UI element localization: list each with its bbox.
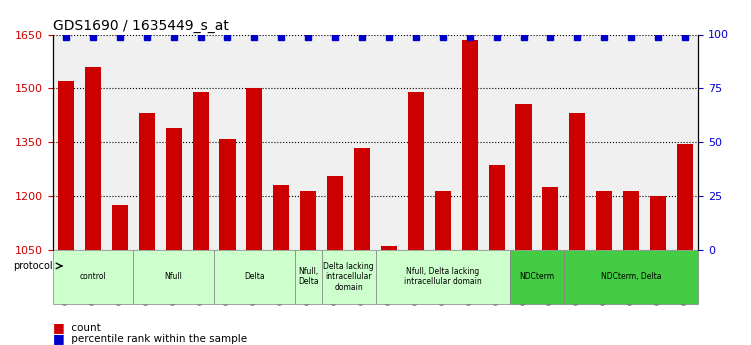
Text: protocol: protocol [13, 261, 53, 271]
FancyBboxPatch shape [295, 250, 321, 304]
Text: count: count [68, 323, 101, 333]
Bar [58, 81, 74, 250]
Bar [462, 40, 478, 250]
Bar [381, 246, 397, 250]
FancyBboxPatch shape [134, 250, 214, 304]
Bar [139, 114, 155, 250]
FancyBboxPatch shape [214, 250, 295, 304]
Bar [515, 105, 532, 250]
Text: GDS1690 / 1635449_s_at: GDS1690 / 1635449_s_at [53, 19, 228, 33]
Bar [354, 148, 370, 250]
Bar [596, 190, 612, 250]
Text: Nfull,
Delta: Nfull, Delta [298, 267, 318, 286]
Bar [85, 67, 101, 250]
Text: ■: ■ [53, 321, 65, 334]
Bar [112, 205, 128, 250]
FancyBboxPatch shape [510, 250, 564, 304]
Text: ■: ■ [53, 332, 65, 345]
Bar [192, 92, 209, 250]
Bar [166, 128, 182, 250]
FancyBboxPatch shape [564, 250, 698, 304]
Text: percentile rank within the sample: percentile rank within the sample [68, 334, 247, 344]
Bar [488, 166, 505, 250]
Bar [219, 139, 236, 250]
Bar [542, 187, 559, 250]
Bar [300, 190, 316, 250]
Text: control: control [80, 272, 107, 281]
Text: Delta: Delta [244, 272, 264, 281]
Bar [273, 185, 289, 250]
Text: NDCterm, Delta: NDCterm, Delta [601, 272, 662, 281]
FancyBboxPatch shape [321, 250, 376, 304]
Bar [677, 144, 693, 250]
Bar [246, 88, 263, 250]
Text: Delta lacking
intracellular
domain: Delta lacking intracellular domain [323, 262, 374, 292]
Bar [408, 92, 424, 250]
Text: NDCterm: NDCterm [520, 272, 554, 281]
Bar [569, 114, 586, 250]
FancyBboxPatch shape [53, 250, 134, 304]
Bar [327, 176, 343, 250]
Text: Nfull, Delta lacking
intracellular domain: Nfull, Delta lacking intracellular domai… [404, 267, 481, 286]
Bar [650, 196, 666, 250]
Bar [435, 190, 451, 250]
Bar [623, 190, 639, 250]
Text: Nfull: Nfull [164, 272, 182, 281]
FancyBboxPatch shape [376, 250, 510, 304]
